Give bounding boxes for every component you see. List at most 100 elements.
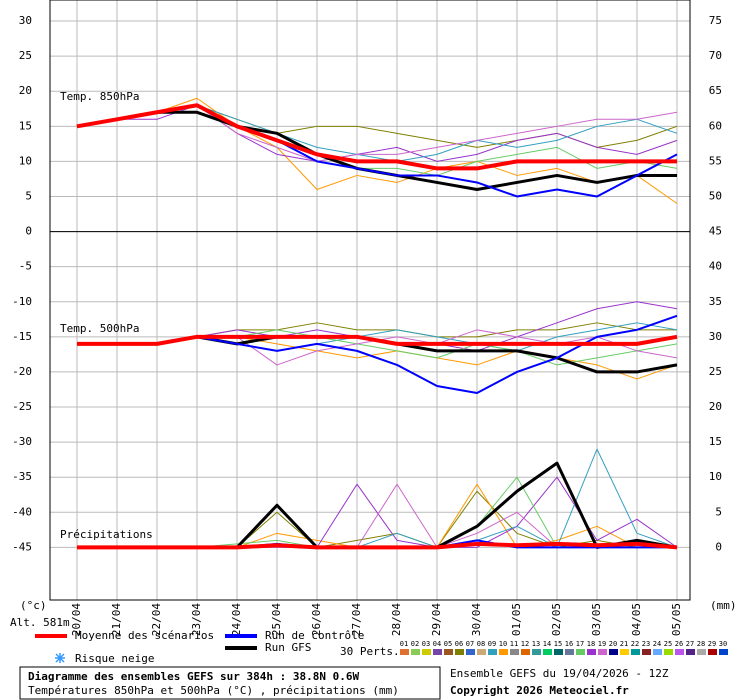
pert-label: 19 — [598, 640, 606, 648]
x-tick-label: 02/05 — [550, 603, 563, 636]
pert-label: 11 — [510, 640, 518, 648]
pert-label: 03 — [422, 640, 430, 648]
y2-tick-label: 20 — [709, 400, 722, 413]
pert-label: 07 — [466, 640, 474, 648]
y-axis-label: (°c) — [20, 599, 47, 612]
pert-label: 17 — [576, 640, 584, 648]
pert-label: 14 — [543, 640, 551, 648]
y2-axis-label: (mm) — [710, 599, 737, 612]
pert-label: 15 — [554, 640, 562, 648]
pert-swatch — [664, 649, 673, 655]
x-tick-label: 24/04 — [230, 603, 243, 636]
y2-tick-label: 65 — [709, 84, 722, 97]
pert-swatch — [422, 649, 431, 655]
x-tick-label: 01/05 — [510, 603, 523, 636]
x-tick-label: 21/04 — [110, 603, 123, 636]
pert-label: 05 — [444, 640, 452, 648]
pert-swatch — [565, 649, 574, 655]
x-tick-label: 20/04 — [70, 603, 83, 636]
x-tick-label: 29/04 — [430, 603, 443, 636]
pert-label: 25 — [664, 640, 672, 648]
pert-swatch — [543, 649, 552, 655]
x-tick-label: 28/04 — [390, 603, 403, 636]
footer-title: Diagramme des ensembles GEFS sur 384h : … — [28, 670, 360, 683]
y-tick-label: 10 — [19, 154, 32, 167]
pert-label: 16 — [565, 640, 573, 648]
x-tick-label: 03/05 — [590, 603, 603, 636]
panel-label: Précipitations — [60, 528, 153, 541]
y-tick-label: -25 — [12, 400, 32, 413]
pert-label: 22 — [631, 640, 639, 648]
pert-swatch — [521, 649, 530, 655]
snow-label: Risque neige — [75, 652, 154, 665]
y-tick-label: 5 — [25, 189, 32, 202]
pert-swatch — [719, 649, 728, 655]
y2-tick-label: 10 — [709, 470, 722, 483]
pert-swatch — [488, 649, 497, 655]
x-tick-label: 30/04 — [470, 603, 483, 636]
x-tick-label: 05/05 — [670, 603, 683, 636]
pert-swatch — [455, 649, 464, 655]
pert-label: 20 — [609, 640, 617, 648]
footer-copyright: Copyright 2026 Meteociel.fr — [450, 684, 629, 697]
x-tick-label: 04/05 — [630, 603, 643, 636]
y2-tick-label: 60 — [709, 119, 722, 132]
y2-tick-label: 35 — [709, 295, 722, 308]
pert-label: 27 — [686, 640, 694, 648]
pert-label: 04 — [433, 640, 441, 648]
pert-label: 21 — [620, 640, 628, 648]
footer-run: Ensemble GEFS du 19/04/2026 - 12Z — [450, 667, 669, 680]
pert-label: 06 — [455, 640, 463, 648]
y-tick-label: 15 — [19, 119, 32, 132]
series-line — [76, 97, 678, 204]
pert-label: 02 — [411, 640, 419, 648]
perts-label: 30 Perts. — [340, 645, 400, 658]
y2-tick-label: 5 — [715, 505, 722, 518]
y-tick-label: -45 — [12, 540, 32, 553]
panel-label: Temp. 500hPa — [60, 322, 139, 335]
pert-swatch — [642, 649, 651, 655]
pert-label: 30 — [719, 640, 727, 648]
footer-subtitle: Températures 850hPa et 500hPa (°C) , pré… — [28, 684, 399, 697]
series-line — [76, 103, 677, 171]
y2-tick-label: 70 — [709, 49, 722, 62]
pert-swatch — [631, 649, 640, 655]
pert-swatch — [686, 649, 695, 655]
legend-label: Run GFS — [265, 641, 311, 654]
legend-label: Run de contrôle — [265, 629, 364, 642]
y-tick-label: -15 — [12, 330, 32, 343]
plot-frame — [49, 0, 691, 601]
pert-swatch — [587, 649, 596, 655]
panel-label: Temp. 850hPa — [60, 90, 139, 103]
pert-swatch — [400, 649, 409, 655]
y2-tick-label: 0 — [715, 540, 722, 553]
y-tick-label: 25 — [19, 49, 32, 62]
y-tick-label: -10 — [12, 295, 32, 308]
x-tick-label: 22/04 — [150, 603, 163, 636]
pert-swatch — [433, 649, 442, 655]
pert-swatch — [620, 649, 629, 655]
pert-swatch — [499, 649, 508, 655]
y-tick-label: 0 — [25, 225, 32, 238]
x-tick-label: 25/04 — [270, 603, 283, 636]
pert-swatch — [653, 649, 662, 655]
x-tick-label: 23/04 — [190, 603, 203, 636]
pert-swatch — [554, 649, 563, 655]
pert-swatch — [477, 649, 486, 655]
y-tick-label: -30 — [12, 435, 32, 448]
pert-swatch — [598, 649, 607, 655]
series-line — [77, 541, 678, 550]
pert-label: 28 — [697, 640, 705, 648]
pert-swatch — [675, 649, 684, 655]
x-tick-label: 27/04 — [350, 603, 363, 636]
pert-swatch — [609, 649, 618, 655]
y2-tick-label: 30 — [709, 330, 722, 343]
y2-tick-label: 40 — [709, 260, 722, 273]
pert-label: 01 — [400, 640, 408, 648]
y2-tick-label: 55 — [709, 154, 722, 167]
footer-box — [19, 666, 441, 700]
pert-swatch — [697, 649, 706, 655]
pert-label: 09 — [488, 640, 496, 648]
y-tick-label: 20 — [19, 84, 32, 97]
